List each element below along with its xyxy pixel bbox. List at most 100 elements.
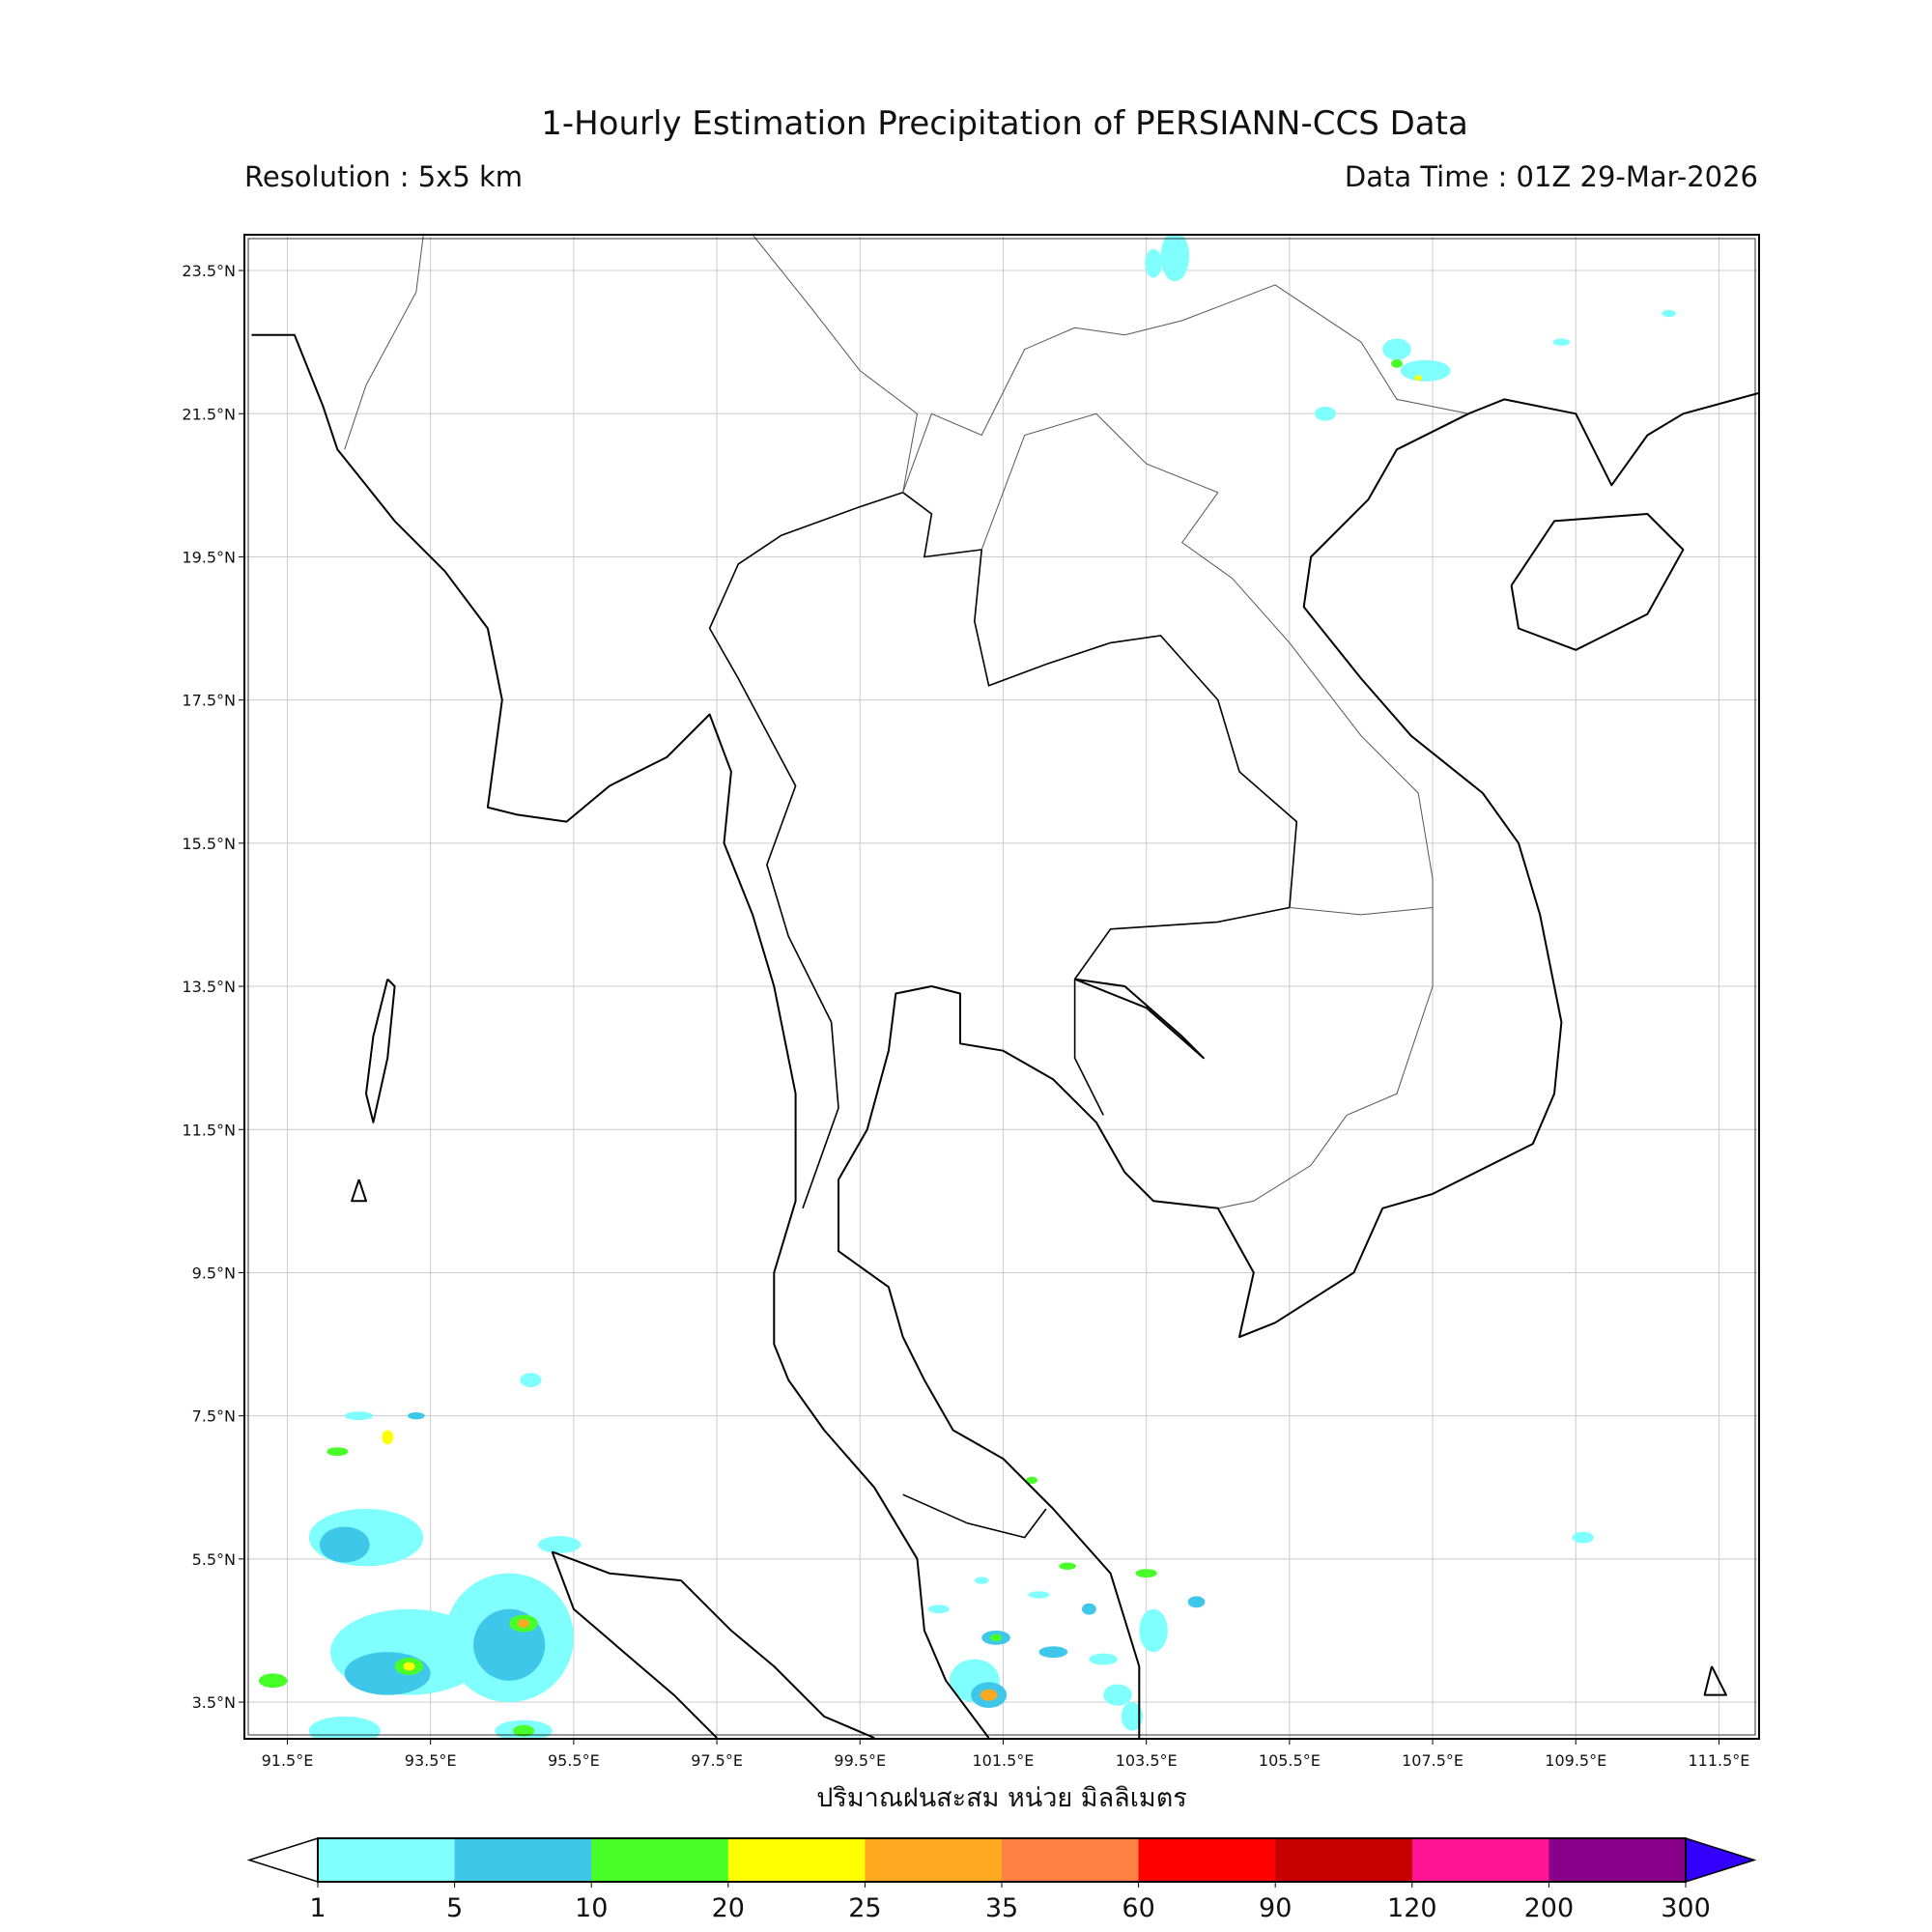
lon-tick-label: 111.5°E <box>1688 1751 1749 1770</box>
colorbar-swatch <box>865 1838 1003 1882</box>
lon-tick-label: 95.5°E <box>548 1751 600 1770</box>
rain-cell <box>1028 1591 1050 1599</box>
rain-cell <box>927 1605 950 1614</box>
rain-cell <box>1089 1653 1119 1665</box>
lon-tick-label: 93.5°E <box>405 1751 457 1770</box>
rain-cell <box>319 1526 370 1563</box>
coastline <box>1074 978 1205 1060</box>
rain-cell <box>344 1652 431 1695</box>
colorbar-swatch <box>318 1838 456 1882</box>
coastlines <box>251 333 1759 1739</box>
lat-tick-label: 13.5°N <box>182 978 236 996</box>
coastline <box>251 333 990 1739</box>
country-border <box>1289 907 1434 916</box>
rain-cells <box>258 235 1676 1739</box>
coastline <box>551 1551 718 1739</box>
country-borders <box>344 235 1469 1539</box>
lat-tick-label: 21.5°N <box>182 405 236 423</box>
rain-cell <box>974 1577 989 1584</box>
rain-cell <box>1059 1562 1077 1570</box>
rain-cell <box>1414 375 1422 382</box>
axis-ticks: 91.5°E 93.5°E 95.5°E 97.5°E 99.5°E 101.5°E 103… <box>182 262 1749 1770</box>
colorbar-tick-label: 60 <box>1122 1893 1154 1923</box>
colorbar-tick-label: 300 <box>1661 1893 1711 1923</box>
rain-cell <box>1145 248 1162 278</box>
rain-cell <box>1081 1603 1096 1615</box>
coastline <box>838 391 1759 1739</box>
colorbar-swatch <box>1138 1838 1276 1882</box>
rain-cell <box>403 1662 415 1671</box>
coastline <box>351 1179 367 1203</box>
country-border <box>344 235 424 450</box>
lon-tick-label: 97.5°E <box>691 1751 743 1770</box>
colorbar-under-arrow <box>246 1836 319 1884</box>
gridlines <box>244 235 1759 1739</box>
rain-cell <box>1135 1569 1157 1578</box>
rain-cell <box>1160 235 1190 282</box>
lon-tick-label: 103.5°E <box>1116 1751 1178 1770</box>
thailand-border <box>902 1493 1047 1539</box>
colorbar-swatch <box>1275 1838 1413 1882</box>
colorbar-swatch <box>1002 1838 1140 1882</box>
colorbar-tick-label: 200 <box>1524 1893 1575 1923</box>
rain-cell <box>512 1724 535 1737</box>
map-inner-frame <box>247 238 1756 1736</box>
lat-tick-label: 23.5°N <box>182 262 236 280</box>
rain-cell <box>1572 1531 1594 1544</box>
rain-cell <box>520 1373 542 1388</box>
coastline <box>1510 513 1685 651</box>
rain-cell <box>1552 338 1571 346</box>
colorbar-tick-label: 25 <box>848 1893 881 1923</box>
lon-tick-label: 99.5°E <box>834 1751 886 1770</box>
rain-cell <box>308 1716 381 1739</box>
colorbar-swatch <box>1411 1838 1549 1882</box>
colorbar-swatch <box>591 1838 729 1882</box>
colorbar-tick-label: 1 <box>309 1893 326 1923</box>
lat-tick-label: 15.5°N <box>182 835 236 853</box>
colorbar-label: ปริมาณฝนสะสม หน่วย มิลลิเมตร <box>816 1783 1187 1813</box>
rain-cell <box>518 1619 529 1628</box>
colorbar-tick-label: 90 <box>1259 1893 1292 1923</box>
lon-tick-label: 101.5°E <box>972 1751 1034 1770</box>
lat-tick-label: 19.5°N <box>182 548 236 566</box>
lat-tick-label: 11.5°N <box>182 1121 236 1139</box>
rain-cell <box>537 1536 582 1553</box>
colorbar: 1 5 10 20 25 35 60 90 120 200 300 <box>246 1836 1757 1923</box>
chart-title: 1-Hourly Estimation Precipitation of PER… <box>541 104 1468 143</box>
rain-cell <box>1139 1608 1168 1653</box>
colorbar-swatch <box>454 1838 592 1882</box>
country-border <box>752 235 919 493</box>
lat-tick-label: 7.5°N <box>192 1407 236 1426</box>
rain-cell <box>1121 1702 1143 1731</box>
rain-cell <box>1187 1596 1206 1608</box>
rain-cell <box>1391 358 1403 368</box>
lat-tick-label: 17.5°N <box>182 692 236 710</box>
country-border <box>902 284 1469 493</box>
colorbar-swatch <box>1548 1838 1687 1882</box>
rain-cell <box>1314 406 1337 421</box>
rain-cell <box>382 1430 394 1445</box>
lon-tick-label: 107.5°E <box>1402 1751 1463 1770</box>
colorbar-tick-label: 120 <box>1387 1893 1437 1923</box>
rain-cell <box>1382 338 1411 360</box>
colorbar-tick-label: 20 <box>712 1893 745 1923</box>
data-time-label: Data Time : 01Z 29-Mar-2026 <box>1344 160 1758 193</box>
lat-tick-label: 5.5°N <box>192 1550 236 1569</box>
resolution-label: Resolution : 5x5 km <box>244 160 524 193</box>
rain-cell <box>407 1411 425 1420</box>
lat-tick-label: 3.5°N <box>192 1693 236 1712</box>
rain-cell <box>1038 1646 1068 1659</box>
colorbar-tick-label: 10 <box>575 1893 608 1923</box>
rain-cell <box>344 1411 374 1421</box>
rain-cell <box>980 1689 998 1701</box>
colorbar-over-arrow <box>1685 1836 1757 1884</box>
rain-cell <box>1400 359 1451 382</box>
coastline <box>1703 1665 1727 1696</box>
lat-tick-label: 9.5°N <box>192 1264 236 1282</box>
rain-cell <box>990 1634 1002 1642</box>
rain-cell <box>1662 309 1676 318</box>
coastline <box>365 978 396 1123</box>
rain-cell <box>327 1447 349 1457</box>
colorbar-swatch <box>727 1838 866 1882</box>
